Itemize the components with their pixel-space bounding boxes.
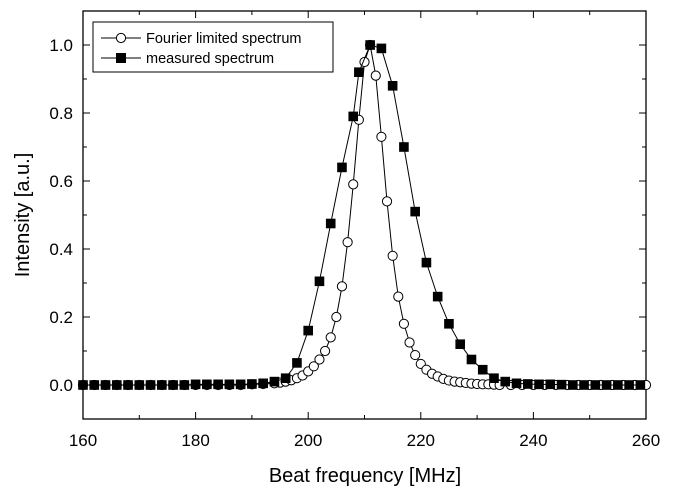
data-point: [601, 380, 612, 390]
data-point: [477, 364, 488, 375]
data-point: [534, 379, 544, 390]
data-point: [145, 380, 156, 390]
data-point: [134, 380, 145, 390]
data-point: [613, 380, 623, 390]
series-layer: [77, 39, 652, 391]
series-line: [83, 44, 646, 386]
data-point: [590, 380, 601, 390]
data-point: [235, 379, 246, 390]
series-fourier: [77, 39, 652, 391]
data-point: [410, 206, 420, 217]
x-tick-label: 180: [181, 431, 209, 450]
data-point: [432, 291, 443, 302]
data-point: [545, 379, 556, 390]
x-axis-title: Beat frequency [MHz]: [269, 465, 461, 487]
data-point: [89, 380, 100, 390]
x-tick-label: 160: [69, 431, 97, 450]
data-point: [376, 131, 387, 142]
data-point: [500, 376, 511, 387]
data-point: [489, 373, 499, 383]
data-point: [568, 380, 578, 390]
y-axis-title: Intensity [a.u.]: [12, 153, 34, 278]
y-tick-label: 0.8: [49, 104, 73, 123]
data-point: [111, 380, 122, 390]
data-point: [421, 257, 432, 268]
data-point: [348, 179, 359, 190]
data-point: [455, 339, 466, 349]
data-point: [410, 349, 421, 361]
x-tick-label: 200: [294, 431, 322, 450]
legend-box: [92, 21, 334, 73]
data-point: [579, 380, 589, 390]
data-point: [292, 358, 302, 368]
data-point: [157, 380, 167, 390]
data-point: [100, 380, 111, 390]
data-point: [247, 379, 257, 389]
data-point: [325, 332, 336, 343]
data-point: [387, 81, 398, 91]
series-measured: [78, 40, 646, 390]
y-tick-label: 0.2: [49, 308, 73, 327]
data-point: [308, 361, 319, 372]
x-tick-label: 260: [632, 431, 660, 450]
y-tick-label: 0.4: [49, 240, 73, 259]
data-point: [444, 319, 454, 329]
data-point: [168, 380, 178, 390]
data-point: [522, 379, 533, 389]
data-point: [635, 380, 646, 390]
data-point: [376, 43, 387, 54]
data-point: [387, 250, 398, 261]
y-tick-label: 0.0: [49, 376, 73, 395]
x-tick-label: 240: [519, 431, 547, 450]
data-point: [78, 380, 88, 390]
data-point: [354, 67, 364, 77]
legend-marker-measured: [116, 53, 126, 63]
data-point: [123, 380, 133, 390]
data-point: [370, 70, 381, 81]
data-point: [398, 318, 410, 329]
data-point: [404, 337, 415, 348]
data-point: [365, 40, 375, 50]
data-point: [342, 237, 353, 248]
data-point: [466, 354, 477, 365]
data-point: [325, 218, 336, 229]
data-point: [393, 291, 404, 302]
data-point: [319, 345, 331, 357]
data-point: [280, 373, 291, 383]
data-point: [269, 376, 280, 387]
data-point: [314, 276, 325, 287]
legend-label-fourier: Fourier limited spectrum: [146, 31, 302, 47]
data-point: [213, 379, 223, 390]
x-tick-label: 220: [407, 431, 435, 450]
y-tick-label: 0.6: [49, 172, 73, 191]
data-point: [337, 162, 347, 173]
data-point: [556, 379, 567, 390]
data-point: [224, 379, 235, 390]
data-point: [202, 379, 212, 390]
data-point: [314, 354, 325, 365]
data-point: [179, 380, 190, 390]
y-tick-label: 1.0: [49, 36, 73, 55]
data-point: [348, 111, 359, 122]
data-point: [336, 281, 348, 292]
data-point: [303, 325, 313, 336]
data-point: [624, 380, 634, 390]
legend-label-measured: measured spectrum: [146, 51, 274, 67]
data-point: [511, 378, 522, 389]
data-point: [331, 311, 342, 323]
data-point: [381, 196, 393, 207]
legend: Fourier limited spectrum measured spectr…: [92, 21, 334, 73]
axis-ticks: 160 180 200 220 240 260 0.0 0.2 0.4 0.6 0.8 1.0: [49, 10, 660, 450]
data-point: [258, 378, 268, 389]
data-point: [190, 379, 201, 390]
legend-marker-fourier: [115, 32, 127, 44]
data-point: [399, 142, 409, 152]
